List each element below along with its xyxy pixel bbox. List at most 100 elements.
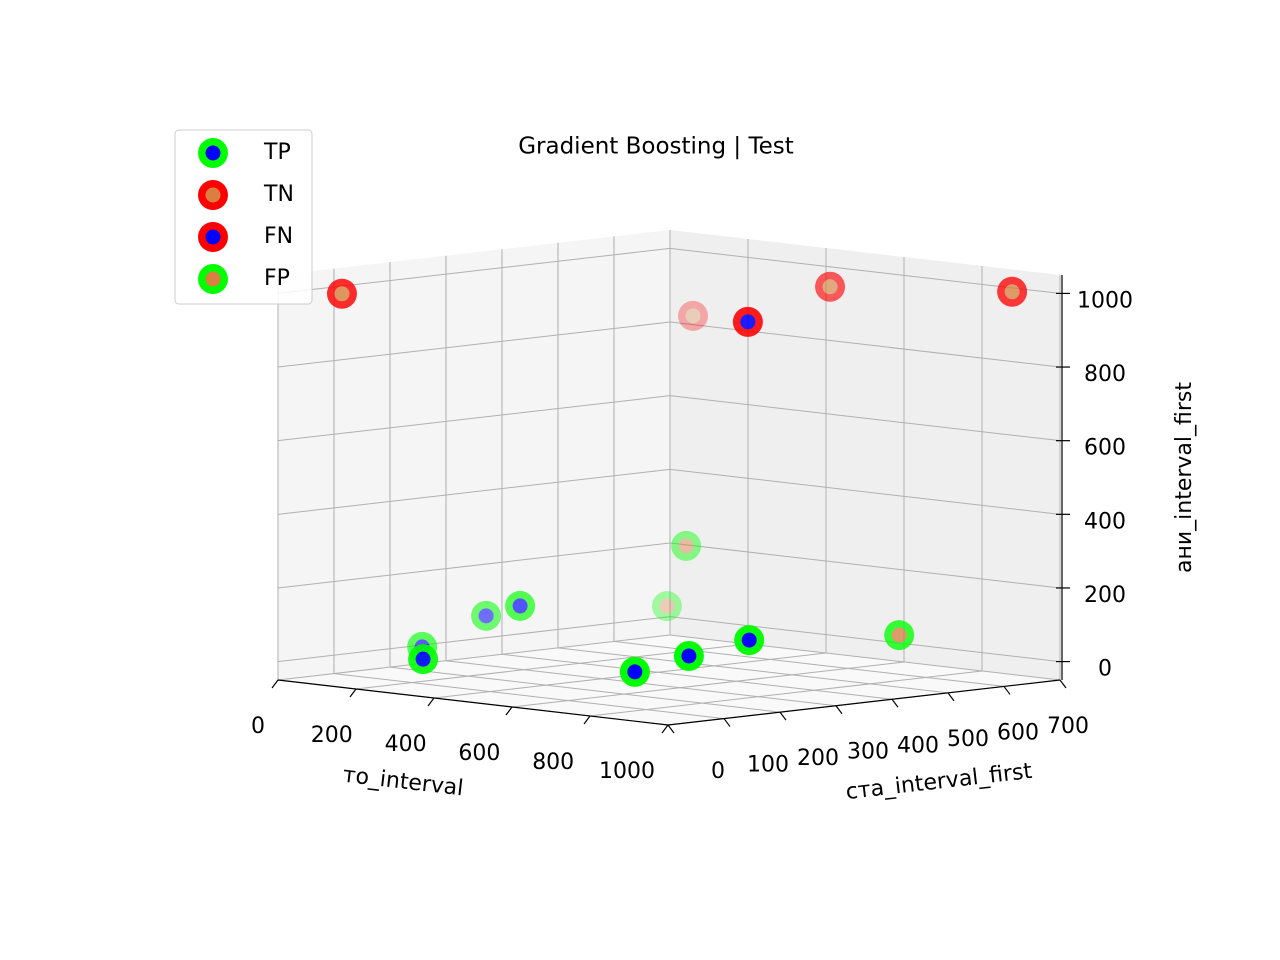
point (884, 620, 915, 651)
legend-marker-inner (205, 229, 221, 245)
point-inner (1004, 284, 1020, 300)
grid-line (589, 670, 983, 717)
z-axis-label: ани_interval_first (1172, 382, 1197, 573)
y-tick-label: 0 (711, 759, 725, 784)
y-axis (667, 679, 1061, 726)
point (732, 306, 763, 337)
y-tick (891, 698, 899, 708)
legend-label: TP (263, 140, 291, 165)
point-inner (685, 308, 701, 324)
point-inner (415, 651, 431, 667)
x-tick-label: 400 (385, 732, 427, 757)
grid-line (669, 395, 1061, 442)
y-tick (779, 711, 787, 721)
y-tick (1059, 679, 1067, 689)
z-tick-label: 200 (1084, 583, 1126, 608)
legend-label: TN (263, 182, 294, 207)
point-outer (678, 300, 709, 331)
x-tick-label: 800 (532, 750, 574, 775)
y-tick (835, 705, 843, 715)
grid-line (333, 673, 725, 720)
z-tick-label: 600 (1084, 436, 1126, 461)
point-inner (478, 608, 494, 624)
point (815, 271, 846, 302)
point-inner (334, 286, 350, 302)
legend: TP TN FN FP (174, 129, 313, 305)
point (505, 590, 536, 621)
points (326, 271, 1028, 687)
y-tick-label: 700 (1047, 714, 1089, 739)
grid-line (277, 321, 671, 368)
grid-line (669, 616, 1061, 663)
x-tick (505, 706, 513, 716)
chart-title: Gradient Boosting | Test (518, 134, 794, 160)
pane-left (278, 230, 670, 680)
legend-marker-inner (205, 145, 221, 161)
y-tick (723, 718, 731, 727)
legend-marker-inner (205, 187, 221, 203)
axes: 0 200 400 600 800 1000 0 100 200 300 400 500 600 700 0… (251, 275, 1197, 805)
point-inner (891, 627, 907, 643)
x-tick-label: 200 (311, 723, 353, 748)
panes (278, 230, 1060, 725)
y-tick-label: 400 (897, 733, 939, 758)
point-inner (678, 538, 694, 554)
legend-box (174, 129, 313, 305)
point (673, 640, 704, 671)
point (408, 644, 439, 675)
grid (277, 230, 1061, 726)
grid-line (669, 247, 1061, 294)
grid-line (669, 542, 1061, 589)
x-tick (661, 724, 669, 734)
y-tick (947, 692, 955, 702)
grid-line (389, 666, 781, 713)
point-inner (822, 279, 838, 295)
grid-line (277, 542, 671, 589)
y-tick (667, 724, 675, 734)
grid-line (277, 634, 671, 681)
grid-line (277, 395, 671, 442)
point-inner (740, 314, 756, 330)
grid-line (277, 468, 671, 515)
x-tick (349, 688, 357, 698)
legend-marker-inner (205, 271, 221, 287)
point (671, 530, 702, 561)
z-tick-label: 400 (1084, 509, 1126, 534)
x-tick-label: 0 (251, 714, 265, 739)
x-tick (271, 679, 279, 689)
point (997, 276, 1028, 307)
point-inner (659, 598, 675, 614)
x-tick-label: 1000 (599, 759, 655, 784)
point-inner (627, 664, 643, 680)
point (678, 300, 709, 331)
y-tick-label: 300 (847, 740, 889, 765)
point (326, 278, 357, 309)
z-tick-label: 1000 (1077, 288, 1133, 313)
point (471, 600, 502, 631)
legend-label: FN (264, 224, 293, 249)
grid-line (669, 468, 1061, 515)
y-tick-label: 100 (747, 753, 789, 778)
point-inner (512, 598, 528, 614)
y-tick-label: 500 (947, 727, 989, 752)
pane-back (670, 230, 1060, 680)
point (651, 591, 682, 622)
point (619, 656, 650, 687)
point-inner (741, 632, 757, 648)
grid-line (557, 647, 949, 694)
point (734, 625, 765, 656)
x-axis (277, 679, 669, 726)
grid-line (501, 653, 893, 700)
z-tick-label: 0 (1098, 657, 1112, 682)
point-inner (681, 648, 697, 664)
x-tick (427, 697, 435, 707)
x-tick (583, 715, 591, 725)
point-outer (671, 530, 702, 561)
y-tick-label: 200 (797, 746, 839, 771)
y-tick (1003, 686, 1011, 695)
x-tick-label: 600 (458, 741, 500, 766)
z-tick-label: 800 (1084, 362, 1126, 387)
grid-line (277, 616, 671, 663)
